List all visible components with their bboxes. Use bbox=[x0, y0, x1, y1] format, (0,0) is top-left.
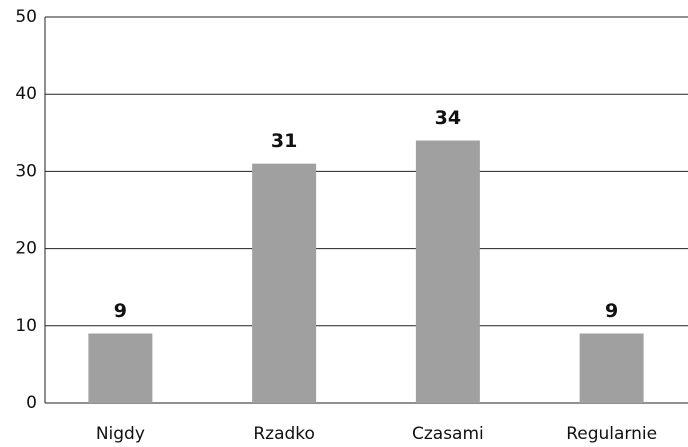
y-tick-label: 40 bbox=[15, 84, 37, 104]
data-label: 9 bbox=[605, 300, 618, 322]
bar bbox=[88, 333, 153, 403]
y-tick-label: 30 bbox=[15, 161, 37, 181]
x-tick-label: Rzadko bbox=[253, 424, 315, 444]
bar bbox=[252, 163, 317, 403]
x-tick-label: Regularnie bbox=[566, 424, 657, 444]
x-tick-label: Nigdy bbox=[96, 424, 145, 444]
data-label: 31 bbox=[271, 130, 297, 152]
y-tick-label: 50 bbox=[15, 7, 37, 27]
bar bbox=[579, 333, 644, 403]
y-tick-label: 20 bbox=[15, 239, 37, 259]
data-label: 34 bbox=[435, 107, 461, 129]
data-label: 9 bbox=[114, 300, 127, 322]
bar bbox=[415, 140, 480, 403]
y-tick-label: 10 bbox=[15, 316, 37, 336]
y-tick-label: 0 bbox=[26, 393, 37, 413]
x-tick-label: Czasami bbox=[412, 424, 484, 444]
